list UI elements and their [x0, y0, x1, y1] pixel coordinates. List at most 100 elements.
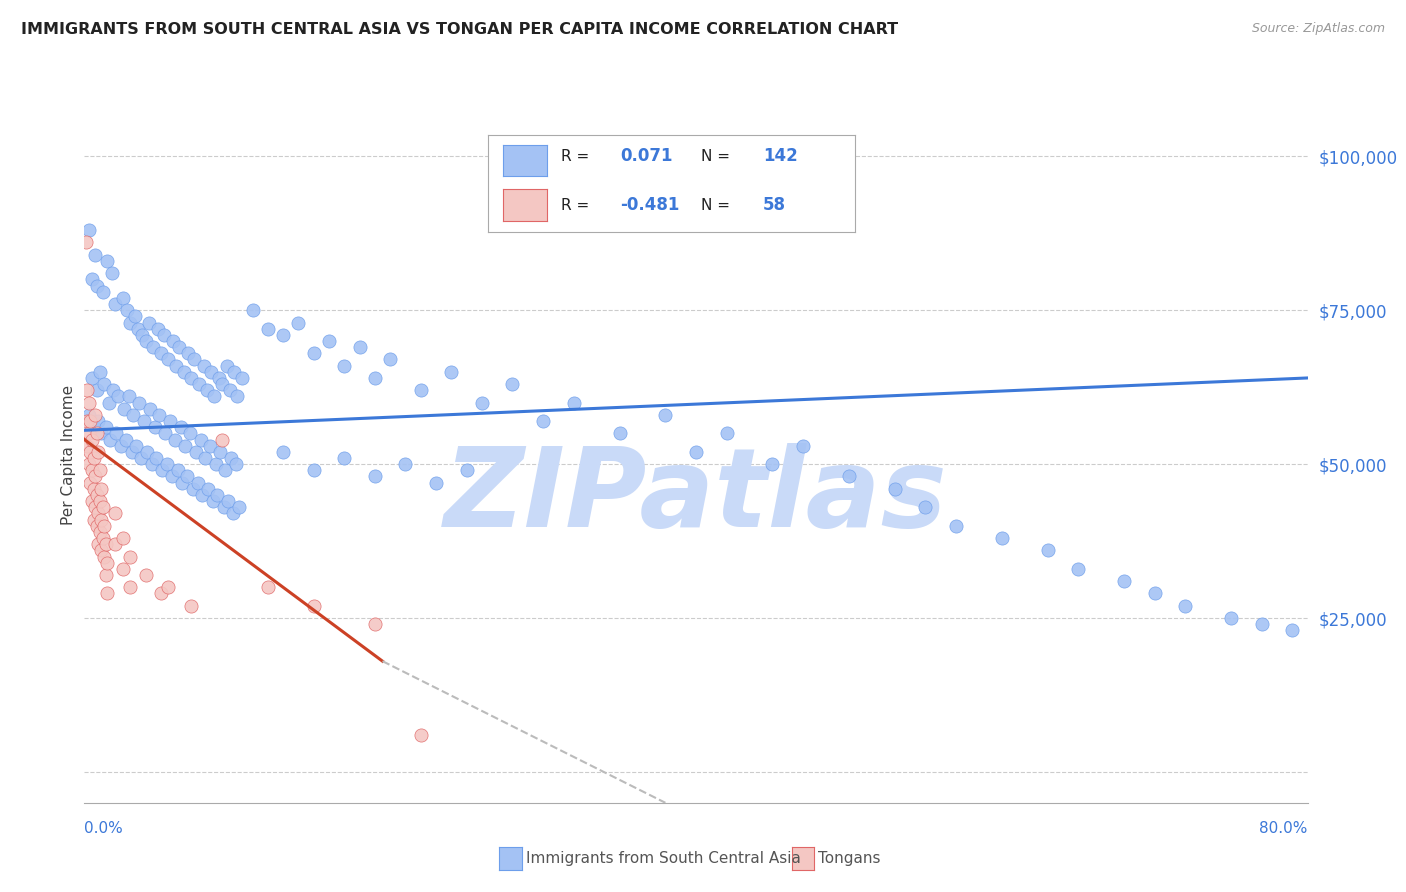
Point: [228, 500, 250, 515]
Point: [93, 518, 115, 533]
Point: [122, 408, 145, 422]
Point: [1143, 586, 1166, 600]
Point: [77, 223, 100, 237]
Point: [87, 507, 110, 521]
Point: [86, 518, 108, 533]
Point: [94, 420, 117, 434]
Point: [104, 507, 127, 521]
Point: [91, 531, 114, 545]
Point: [883, 482, 905, 496]
Point: [79, 475, 101, 490]
Point: [180, 599, 202, 613]
Point: [149, 346, 172, 360]
Point: [231, 371, 253, 385]
Point: [118, 389, 141, 403]
Text: Source: ZipAtlas.com: Source: ZipAtlas.com: [1251, 22, 1385, 36]
Point: [364, 617, 387, 632]
Point: [1174, 599, 1197, 613]
Point: [111, 531, 134, 545]
Point: [257, 321, 280, 335]
Point: [271, 327, 294, 342]
Point: [761, 457, 783, 471]
Point: [86, 384, 108, 398]
Point: [93, 549, 115, 564]
Point: [79, 414, 101, 428]
Point: [76, 414, 98, 428]
Point: [83, 482, 105, 496]
Text: Tongans: Tongans: [818, 852, 880, 866]
Point: [86, 488, 108, 502]
Point: [242, 303, 264, 318]
Point: [456, 463, 478, 477]
Point: [131, 327, 153, 342]
Point: [225, 457, 247, 471]
Text: IMMIGRANTS FROM SOUTH CENTRAL ASIA VS TONGAN PER CAPITA INCOME CORRELATION CHART: IMMIGRANTS FROM SOUTH CENTRAL ASIA VS TO…: [21, 22, 898, 37]
Point: [197, 482, 219, 496]
Point: [132, 414, 155, 428]
Point: [221, 507, 243, 521]
Point: [211, 377, 233, 392]
Point: [136, 445, 159, 459]
Point: [214, 463, 236, 477]
Point: [77, 457, 100, 471]
Point: [160, 469, 183, 483]
Point: [96, 556, 118, 570]
Point: [145, 450, 167, 465]
Point: [89, 494, 111, 508]
Point: [531, 414, 554, 428]
Point: [176, 469, 198, 483]
Point: [142, 340, 165, 354]
Point: [1250, 617, 1272, 632]
Point: [792, 439, 814, 453]
Point: [146, 321, 169, 335]
Point: [135, 568, 157, 582]
Point: [170, 420, 193, 434]
Point: [271, 445, 294, 459]
Point: [90, 543, 112, 558]
Point: [111, 291, 134, 305]
Point: [172, 475, 194, 490]
Point: [120, 580, 142, 594]
Point: [105, 426, 128, 441]
Text: Immigrants from South Central Asia: Immigrants from South Central Asia: [526, 852, 801, 866]
Point: [195, 384, 218, 398]
Point: [139, 401, 162, 416]
Point: [80, 272, 103, 286]
Point: [87, 537, 110, 551]
Point: [166, 463, 188, 477]
Point: [157, 580, 180, 594]
Point: [135, 334, 157, 348]
Point: [193, 359, 215, 373]
Point: [165, 359, 187, 373]
Point: [157, 352, 180, 367]
Text: 0.0%: 0.0%: [84, 822, 124, 837]
Point: [502, 377, 524, 392]
Point: [394, 457, 416, 471]
Point: [90, 482, 112, 496]
Point: [914, 500, 936, 515]
Point: [110, 439, 132, 453]
Point: [180, 371, 202, 385]
Point: [94, 568, 117, 582]
Point: [120, 316, 142, 330]
Point: [215, 359, 238, 373]
Point: [155, 426, 177, 441]
Point: [177, 346, 200, 360]
Point: [186, 475, 208, 490]
Point: [127, 321, 149, 335]
Point: [409, 728, 432, 742]
Point: [128, 395, 150, 409]
Point: [104, 297, 127, 311]
Point: [159, 414, 181, 428]
Point: [167, 340, 190, 354]
Point: [609, 426, 631, 441]
Point: [80, 463, 103, 477]
Point: [333, 450, 356, 465]
Point: [200, 365, 222, 379]
Y-axis label: Per Capita Income: Per Capita Income: [60, 384, 76, 525]
Point: [163, 433, 186, 447]
Point: [121, 445, 143, 459]
Point: [89, 463, 111, 477]
Point: [87, 414, 110, 428]
Point: [77, 395, 100, 409]
